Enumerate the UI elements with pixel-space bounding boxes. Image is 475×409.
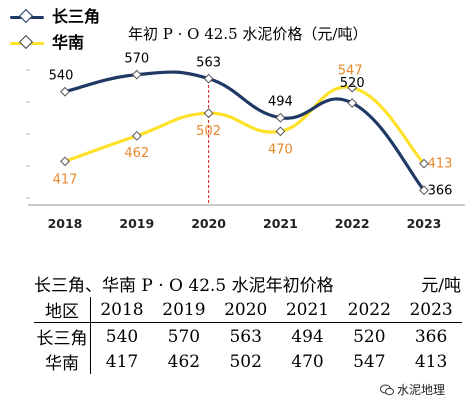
table-cell: 563: [229, 326, 262, 347]
x-axis: 2018 2019 2020 2021 2022 2023: [26, 69, 465, 231]
data-point-marker: [347, 82, 358, 93]
data-point-marker: [275, 112, 286, 123]
table-cell: 494: [291, 326, 324, 347]
data-label: 540: [49, 69, 74, 84]
legend-marker-icon: [18, 34, 34, 50]
series-line-0: [63, 70, 426, 192]
table-cell: 华南: [34, 349, 91, 374]
header-cell: 2020: [214, 297, 277, 323]
data-label: 494: [268, 95, 293, 110]
table-cell: 366: [414, 326, 448, 347]
table-row: 华南 417 462 502 470 547 413: [34, 349, 462, 374]
data-point-marker: [203, 73, 214, 84]
header-cell: 地区: [34, 297, 91, 323]
header-cell: 2023: [400, 297, 462, 323]
x-tick-label: 2023: [407, 216, 442, 231]
x-tick-label: 2020: [191, 216, 226, 231]
header-cell: 2019: [153, 297, 215, 323]
data-label: 502: [196, 124, 221, 139]
wechat-icon: [380, 384, 394, 396]
table-title: 长三角、华南 P · O 42.5 水泥年初价格: [34, 276, 334, 296]
header-cell: 2018: [90, 297, 153, 323]
price-table: 地区 2018 2019 2020 2021 2022 2023 长三角 540…: [34, 297, 462, 374]
watermark: 水泥地理: [380, 381, 445, 398]
data-label: 417: [53, 172, 78, 187]
table-cell: 502: [229, 351, 262, 372]
x-tick-label: 2022: [335, 216, 370, 231]
table-cell: 547: [353, 351, 386, 372]
legend-marker-icon: [18, 8, 34, 24]
header-cell: 2021: [276, 297, 339, 323]
data-point-marker: [275, 126, 286, 137]
table-unit: 元/吨: [421, 276, 461, 296]
data-label: 547: [338, 64, 363, 79]
table-row: 长三角 540 570 563 494 520 366: [34, 322, 462, 349]
data-point-marker: [60, 156, 70, 167]
data-label: 470: [268, 142, 293, 157]
data-label: 520: [340, 76, 365, 91]
x-tick-label: 2018: [48, 216, 83, 231]
data-label: 563: [196, 56, 221, 71]
data-point-marker: [203, 108, 214, 119]
legend-label: 华南: [52, 33, 85, 52]
data-label-layer: 540 570 563 494 520 366 417 462 502 470 547 413: [49, 52, 453, 199]
data-label: 462: [124, 146, 149, 161]
table-cell: 520: [353, 326, 386, 347]
table-cell: 470: [291, 351, 324, 372]
data-point-marker: [419, 185, 429, 196]
table-cell: 462: [167, 351, 201, 372]
table-cell: 413: [414, 351, 448, 372]
header-cell: 2022: [338, 297, 401, 323]
legend-item-south-china: 华南: [6, 32, 126, 54]
data-point-marker: [60, 86, 70, 97]
chart-title: 年初 P · O 42.5 水泥价格（元/吨）: [128, 25, 368, 43]
data-point-marker: [131, 69, 142, 80]
x-tick-label: 2021: [263, 216, 298, 231]
data-label: 366: [428, 183, 453, 198]
data-label: 570: [124, 52, 149, 67]
table-cell: 417: [105, 351, 139, 372]
x-tick-label: 2019: [119, 216, 154, 231]
legend-item-yangtze: 长三角: [6, 6, 126, 28]
data-label: 413: [428, 157, 453, 172]
table-header-row: 地区 2018 2019 2020 2021 2022 2023: [34, 297, 462, 323]
table-cell: 570: [167, 326, 201, 347]
data-point-marker: [131, 130, 142, 141]
chart-legend: 长三角 华南: [6, 6, 126, 56]
line-chart: 2018 2019 2020 2021 2022 2023 540 570 563 494 520…: [26, 52, 465, 231]
table-cell: 长三角: [34, 322, 91, 349]
watermark-text: 水泥地理: [397, 383, 446, 397]
data-point-marker: [419, 158, 429, 169]
table-cell: 540: [105, 326, 139, 347]
legend-label: 长三角: [52, 7, 101, 26]
data-point-marker: [347, 98, 358, 108]
series-layer: [60, 69, 429, 196]
